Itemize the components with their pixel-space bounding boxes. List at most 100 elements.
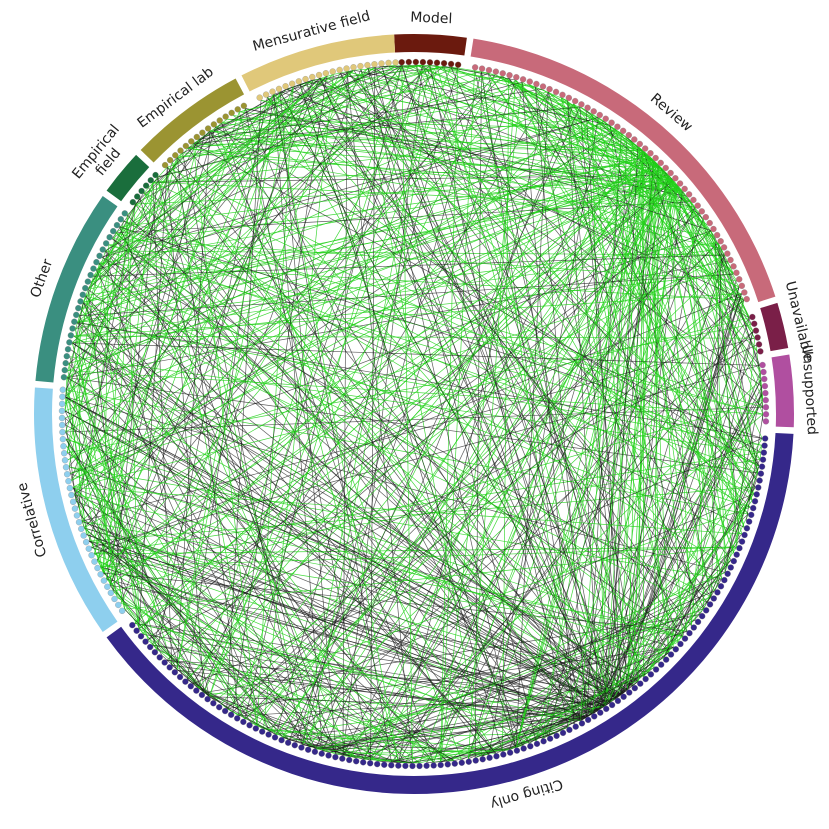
node xyxy=(590,108,597,115)
node xyxy=(199,129,206,136)
node xyxy=(751,498,759,505)
node xyxy=(65,478,72,485)
edge xyxy=(85,295,497,754)
edge xyxy=(192,438,763,685)
edge xyxy=(346,71,759,474)
node xyxy=(465,758,472,765)
node xyxy=(676,180,684,187)
segment-arc xyxy=(241,34,396,92)
node xyxy=(385,59,392,67)
edge xyxy=(586,133,622,718)
node xyxy=(658,661,665,668)
node xyxy=(500,751,507,758)
edge xyxy=(302,155,649,745)
edge xyxy=(83,302,271,732)
node xyxy=(584,104,591,111)
node xyxy=(234,106,241,113)
edge xyxy=(126,214,611,703)
node xyxy=(58,407,66,415)
node xyxy=(755,341,763,348)
node xyxy=(66,339,73,346)
edge xyxy=(66,377,605,707)
node xyxy=(526,78,533,85)
node xyxy=(104,583,111,590)
edge xyxy=(604,438,763,707)
node xyxy=(761,382,769,390)
edge xyxy=(238,65,424,716)
edge xyxy=(98,263,599,711)
node xyxy=(61,367,68,374)
node xyxy=(336,66,343,74)
node xyxy=(743,525,751,532)
node xyxy=(519,76,527,83)
node xyxy=(608,701,616,709)
node xyxy=(142,638,149,645)
node xyxy=(706,601,714,608)
edge xyxy=(509,726,569,751)
edge xyxy=(109,86,294,586)
edge xyxy=(288,106,581,741)
node xyxy=(741,289,748,296)
edge xyxy=(102,256,708,604)
node xyxy=(738,538,746,545)
edge xyxy=(610,146,639,703)
node xyxy=(423,762,430,769)
edge xyxy=(119,226,763,439)
node xyxy=(59,436,67,443)
edge xyxy=(209,130,644,152)
node xyxy=(193,687,200,694)
edge xyxy=(541,88,622,134)
edge xyxy=(80,308,434,763)
segment-label-line: Unsupported xyxy=(799,344,820,435)
node xyxy=(426,59,434,66)
edge xyxy=(126,215,140,629)
node xyxy=(662,656,670,663)
segment-arc xyxy=(394,34,467,56)
node xyxy=(686,629,693,637)
node xyxy=(357,62,364,70)
edge xyxy=(724,386,763,573)
node xyxy=(619,127,627,135)
edge xyxy=(66,377,628,691)
edge xyxy=(267,69,355,98)
node xyxy=(171,669,178,676)
node xyxy=(745,518,753,525)
edge xyxy=(289,716,587,741)
edge xyxy=(643,331,754,677)
edge xyxy=(83,302,497,754)
edge xyxy=(105,64,403,252)
node xyxy=(99,246,106,253)
node xyxy=(172,152,179,159)
edge xyxy=(72,487,742,535)
node xyxy=(626,689,633,696)
edge xyxy=(215,126,659,166)
edge xyxy=(440,706,605,763)
edge xyxy=(156,649,462,761)
edge xyxy=(86,534,587,718)
edge xyxy=(97,560,530,744)
edge xyxy=(193,106,581,145)
edge xyxy=(346,71,732,561)
edge xyxy=(187,679,239,717)
edge xyxy=(77,322,763,439)
node xyxy=(614,697,622,705)
edge xyxy=(450,66,664,171)
edge xyxy=(85,295,140,629)
edge xyxy=(156,97,268,651)
node xyxy=(720,244,728,251)
edge xyxy=(157,81,523,178)
node xyxy=(698,208,705,215)
node xyxy=(552,88,560,96)
edge xyxy=(381,65,437,67)
edge xyxy=(615,129,723,579)
node xyxy=(302,75,309,83)
edge xyxy=(88,540,455,761)
node xyxy=(762,418,770,425)
node xyxy=(690,196,697,204)
edge xyxy=(71,150,644,481)
node xyxy=(378,60,385,67)
node xyxy=(631,136,638,143)
node xyxy=(662,164,669,172)
edge xyxy=(363,137,628,760)
node xyxy=(754,334,761,341)
